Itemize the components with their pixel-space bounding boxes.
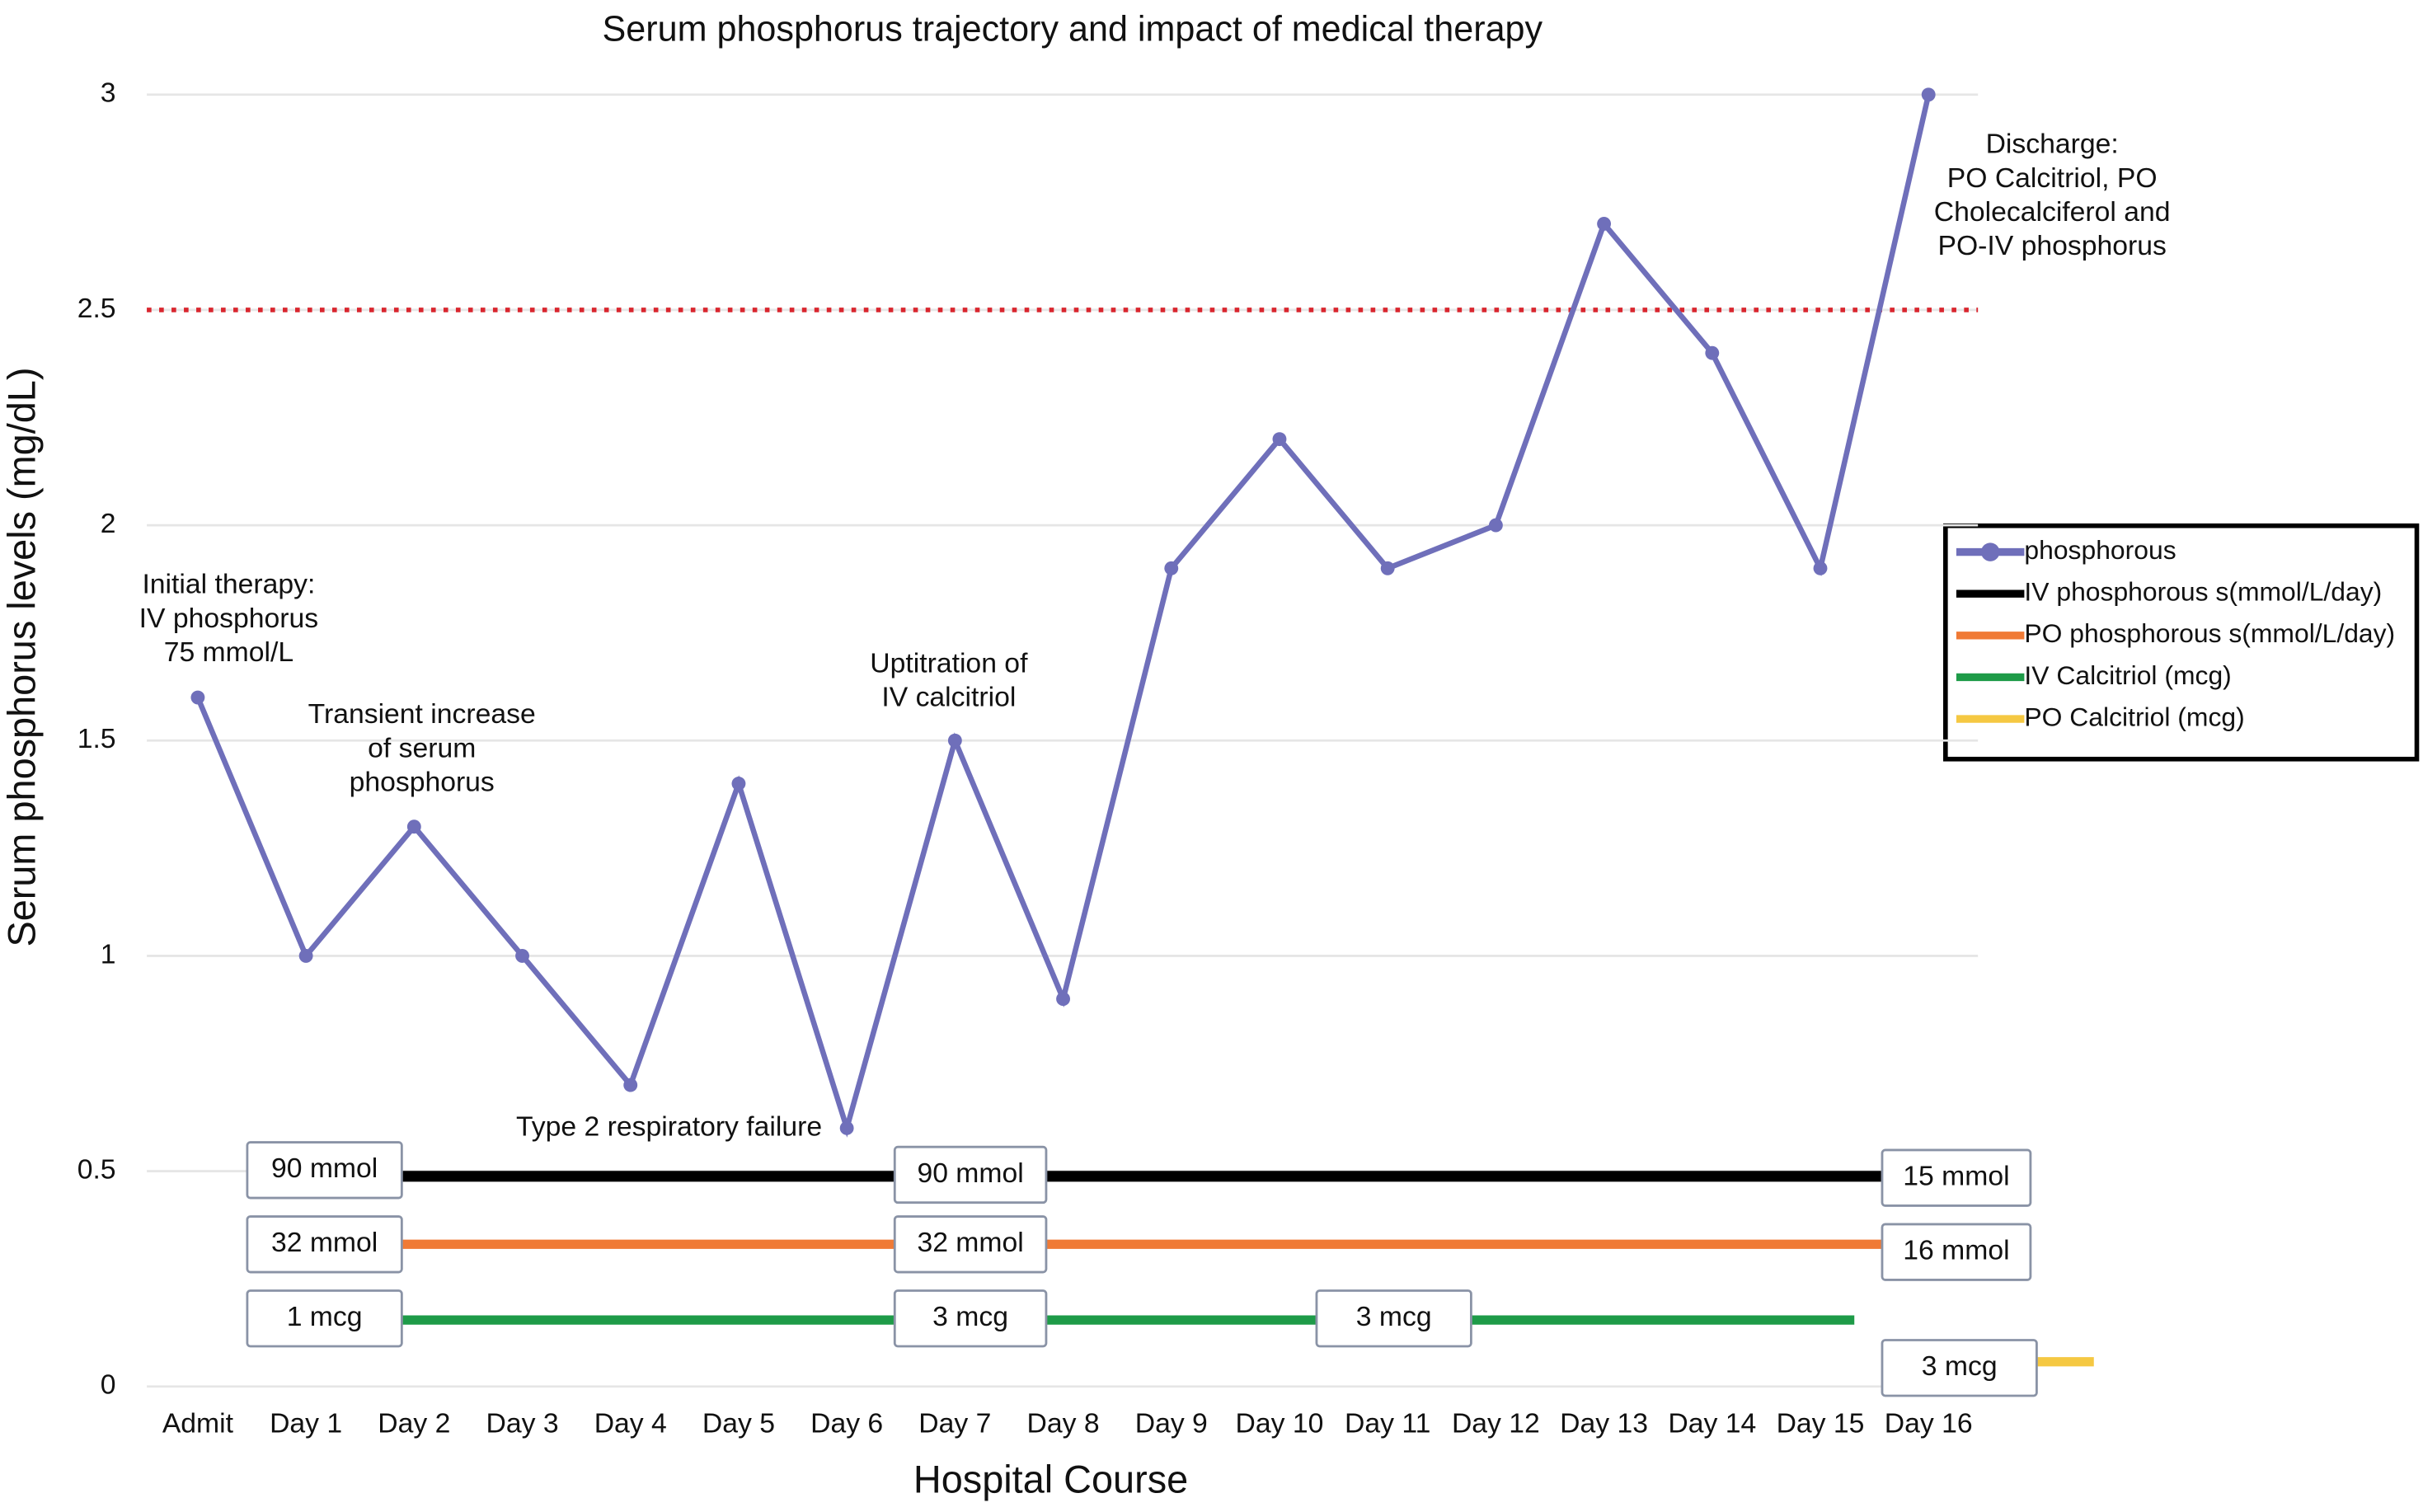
annotation: PO Calcitriol, PO (1947, 162, 2158, 194)
therapy-box (246, 1141, 403, 1200)
data-point (731, 777, 746, 791)
y-tick-label: 2.5 (77, 293, 116, 324)
x-tick-label: Day 2 (378, 1408, 450, 1439)
annotation: IV calcitriol (881, 682, 1016, 713)
data-point (623, 1078, 638, 1092)
therapy-box (1881, 1339, 2038, 1397)
x-tick-label: Day 5 (702, 1408, 775, 1439)
data-point (298, 948, 313, 963)
x-tick-label: Day 10 (1236, 1408, 1324, 1439)
therapy-box (893, 1289, 1048, 1348)
annotation: Transient increase (308, 698, 536, 730)
therapy-label: 32 mmol (271, 1227, 378, 1258)
data-point (839, 1120, 854, 1135)
annotation: Cholecalciferol and (1934, 196, 2171, 228)
data-point (1705, 345, 1720, 360)
therapy-label: 3 mcg (1356, 1301, 1432, 1332)
therapy-box (1315, 1289, 1472, 1348)
chart-title: Serum phosphorus trajectory and impact o… (603, 9, 1543, 49)
therapy-label: 90 mmol (917, 1157, 1023, 1189)
x-tick-label: Day 13 (1560, 1408, 1648, 1439)
x-tick-label: Day 8 (1027, 1408, 1100, 1439)
annotation: phosphorus (350, 767, 495, 798)
data-point (1597, 217, 1612, 231)
legend-label: phosphorous (2024, 535, 2176, 565)
x-tick-label: Day 7 (918, 1408, 991, 1439)
x-tick-label: Day 9 (1135, 1408, 1208, 1439)
data-point (1813, 561, 1828, 575)
x-axis-label: Hospital Course (913, 1458, 1188, 1500)
therapy-label: 90 mmol (271, 1153, 378, 1184)
data-point (1164, 561, 1179, 575)
data-point (1488, 518, 1503, 533)
therapy-box (246, 1215, 403, 1274)
annotation: IV phosphorus (139, 603, 318, 634)
therapy-box (893, 1215, 1048, 1274)
data-point (947, 733, 962, 748)
data-point (515, 948, 529, 963)
x-tick-label: Day 12 (1452, 1408, 1540, 1439)
y-tick-label: 1.5 (77, 723, 116, 754)
therapy-label: 3 mcg (932, 1301, 1008, 1332)
therapy-label: 3 mcg (1922, 1350, 1998, 1382)
therapy-label: 1 mcg (287, 1301, 363, 1332)
legend-marker (1980, 542, 2000, 561)
data-point (1272, 432, 1287, 447)
y-tick-label: 0.5 (77, 1153, 116, 1185)
x-tick-label: Day 1 (270, 1408, 342, 1439)
legend-label: IV phosphorous s(mmol/L/day) (2024, 577, 2382, 607)
therapy-label: 15 mmol (1903, 1161, 2009, 1192)
data-line (195, 94, 1932, 1138)
annotation: Discharge: (1986, 129, 2119, 160)
annotation: Type 2 respiratory failure (516, 1111, 822, 1143)
therapy-label: 32 mmol (917, 1227, 1023, 1258)
data-point (1056, 992, 1070, 1007)
annotation: 75 mmol/L (164, 636, 293, 668)
y-axis-label: Serum phosphorus levels (mg/dL) (0, 368, 43, 947)
x-tick-label: Day 15 (1777, 1408, 1865, 1439)
annotation: Initial therapy: (142, 569, 315, 600)
x-tick-label: Day 6 (810, 1408, 883, 1439)
data-point (190, 690, 205, 705)
therapy-box (1881, 1223, 2032, 1281)
y-tick-label: 0 (101, 1369, 116, 1401)
annotation: Uptitration of (870, 647, 1028, 679)
therapy-box (246, 1289, 403, 1348)
x-tick-label: Admit (162, 1408, 234, 1439)
x-tick-label: Day 3 (486, 1408, 558, 1439)
annotation: of serum (368, 732, 476, 763)
therapy-box (893, 1145, 1048, 1204)
y-tick-label: 1 (101, 938, 116, 970)
x-tick-label: Day 16 (1885, 1408, 1973, 1439)
annotation: PO-IV phosphorus (1937, 230, 2166, 261)
data-point (1380, 561, 1395, 575)
data-point (406, 819, 421, 834)
y-tick-label: 2 (101, 508, 116, 539)
x-tick-label: Day 14 (1668, 1408, 1756, 1439)
x-tick-label: Day 11 (1345, 1408, 1430, 1439)
y-tick-label: 3 (101, 77, 116, 109)
data-point (1921, 87, 1936, 102)
x-tick-label: Day 4 (594, 1408, 667, 1439)
legend-label: PO phosphorous s(mmol/L/day) (2024, 618, 2395, 648)
therapy-box (1881, 1148, 2032, 1207)
legend-label: PO Calcitriol (mcg) (2024, 702, 2244, 731)
legend-label: IV Calcitriol (mcg) (2024, 660, 2231, 690)
therapy-label: 16 mmol (1903, 1235, 2009, 1266)
